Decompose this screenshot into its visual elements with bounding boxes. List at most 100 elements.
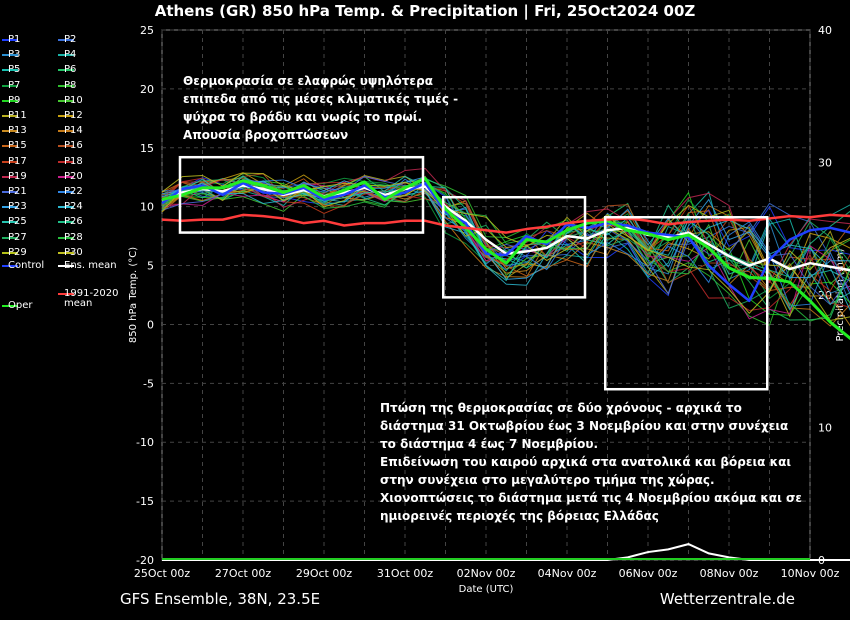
x-tick-label: 29Oct 00z	[296, 567, 353, 580]
legend-item-p13: P13	[8, 125, 27, 137]
legend-item-p14-swatch	[58, 130, 74, 133]
annotation-bottom-line: Χιονοπτώσεις το διάστημα μετά τις 4 Νοεμ…	[380, 491, 803, 505]
annotation-top-line: ψύχρα το βράδυ και νωρίς το πρωί.	[183, 110, 423, 124]
y-tick-label: -20	[136, 554, 154, 567]
x-tick-label: 27Oct 00z	[215, 567, 272, 580]
legend-item-p19-swatch	[2, 175, 18, 178]
x-tick-label: 31Oct 00z	[377, 567, 434, 580]
legend-item-p9-swatch	[2, 99, 18, 102]
legend-item-p7-swatch	[2, 84, 18, 87]
precipitation-mean-line	[162, 543, 850, 561]
legend-item-p27-swatch	[2, 236, 18, 239]
ensemble-member-line	[161, 172, 850, 285]
series-line-1991-2020-mean	[161, 213, 850, 234]
legend-item-p5: P5	[8, 64, 21, 76]
legend-item-p16-swatch	[58, 145, 74, 148]
legend-item-climate-mean: 1991-2020	[64, 288, 119, 299]
site-credit: Wetterzentrale.de	[659, 590, 795, 608]
legend-item-p11: P11	[8, 110, 27, 121]
legend-item-p29-swatch	[2, 251, 18, 254]
annotation-bottom-line: στην συνέχεια στο μεγαλύτερο τμήμα της χ…	[380, 473, 715, 487]
annotation-bottom-line: το διάστημα 4 έως 7 Νοεμβρίου.	[380, 437, 599, 451]
legend-item-p22: P22	[64, 186, 83, 197]
legend-item-p14: P14	[64, 125, 83, 137]
x-tick-label: 25Oct 00z	[134, 567, 191, 580]
legend-item-p1-swatch	[2, 39, 18, 41]
annotation-top-line: Θερμοκρασία σε ελαφρώς υψηλότερα	[183, 74, 433, 88]
legend-item-p10-swatch	[58, 99, 74, 102]
annotation-bottom-line: διάστημα 31 Οκτωβρίου έως 3 Νοεμβρίου κα…	[380, 419, 789, 433]
ensemble-member-line	[161, 175, 850, 292]
legend-item-p30: P30	[64, 246, 83, 258]
x-tick-label: 02Nov 00z	[457, 567, 516, 580]
chart-title: Athens (GR) 850 hPa Temp. & Precipitatio…	[154, 2, 696, 20]
legend-item-p8-swatch	[58, 84, 74, 87]
legend-item-p24: P24	[64, 201, 83, 213]
legend-item-oper: Oper	[8, 300, 33, 311]
y2-tick-label: 40	[818, 24, 832, 37]
legend-item-control: Control	[8, 260, 45, 271]
x-tick-label: 08Nov 00z	[700, 567, 759, 580]
y-tick-label: 0	[147, 318, 154, 331]
y2-axis-label: Precipitation (mm)	[835, 248, 846, 341]
legend-item-p21: P21	[8, 186, 27, 197]
y-tick-label: 15	[140, 142, 154, 155]
x-tick-label: 04Nov 00z	[538, 567, 597, 580]
y2-tick-label: 10	[818, 422, 832, 435]
legend-item-p26: P26	[64, 216, 83, 228]
legend-item-p4: P4	[64, 49, 77, 61]
ensemble-member-line	[161, 181, 850, 322]
legend-item-p10: P10	[64, 94, 83, 106]
legend-item-p1: P1	[8, 34, 21, 45]
legend-item-p6: P6	[64, 64, 77, 76]
legend-item-ens-mean-swatch	[58, 265, 74, 267]
annotation-top-line: Απουσία βροχοπτώσεων	[183, 128, 349, 142]
series-line-oper	[161, 176, 850, 340]
y-axis-label: 850 hPa Temp. (°C)	[128, 247, 139, 343]
legend-item-p2-swatch	[58, 39, 74, 41]
legend-item-p15-swatch	[2, 145, 18, 148]
legend-item-p12-swatch	[58, 115, 74, 117]
legend-item-p3-swatch	[2, 54, 18, 57]
legend-item-p12: P12	[64, 110, 83, 121]
legend-item-p8: P8	[64, 79, 77, 91]
y-tick-label: -10	[136, 436, 154, 449]
legend-item-p30-swatch	[58, 251, 74, 254]
legend-item-p20: P20	[64, 170, 83, 182]
legend-item-p17-swatch	[2, 160, 18, 163]
y-tick-label: 25	[140, 24, 154, 37]
annotation-top: Θερμοκρασία σε ελαφρώς υψηλότερα επιπεδα…	[183, 72, 458, 144]
x-tick-label: 10Nov 00z	[781, 567, 840, 580]
y2-tick-label: 30	[818, 157, 832, 170]
legend-item-p28: P28	[64, 231, 83, 243]
legend-item-climate-mean-line2: mean	[64, 298, 93, 309]
legend-item-p18: P18	[64, 155, 83, 167]
x-tick-label: 06Nov 00z	[619, 567, 678, 580]
y-tick-label: -5	[143, 377, 154, 390]
legend-item-p11-swatch	[2, 115, 18, 117]
ensemble-member-line	[161, 183, 850, 275]
legend-item-p29: P29	[8, 246, 27, 258]
model-info: GFS Ensemble, 38N, 23.5E	[120, 590, 321, 608]
legend-item-p25-swatch	[2, 221, 18, 224]
legend-item-p7: P7	[8, 79, 21, 91]
legend-item-p24-swatch	[58, 206, 74, 209]
annotation-bottom-line: Επιδείνωση του καιρού αρχικά στα ανατολι…	[380, 455, 792, 469]
highlight-box	[604, 216, 769, 391]
annotation-bottom-line: ημιορεινές περιοχές της βόρειας Ελλάδας	[380, 509, 659, 523]
legend-item-p13-swatch	[2, 130, 18, 133]
legend-item-p19: P19	[8, 170, 27, 182]
legend-item-p25: P25	[8, 216, 27, 228]
legend-item-ens-mean: Ens. mean	[64, 260, 117, 271]
legend-item-p5-swatch	[2, 69, 18, 72]
legend-item-p26-swatch	[58, 221, 74, 224]
y-tick-label: 10	[140, 201, 154, 214]
legend-item-p18-swatch	[58, 160, 74, 163]
legend-item-p23: P23	[8, 201, 27, 213]
legend-item-p2: P2	[64, 34, 77, 45]
highlight-box	[178, 155, 425, 234]
annotation-top-line: επιπεδα από τις μέσες κλιματικές τιμές -	[183, 92, 459, 106]
ensemble-member-line	[161, 183, 850, 327]
